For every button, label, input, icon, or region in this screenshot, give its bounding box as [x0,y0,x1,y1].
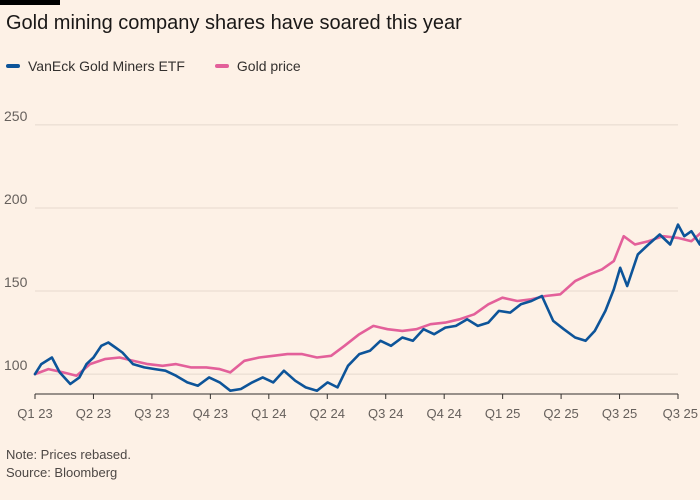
x-tick-label: Q1 23 [17,406,52,421]
source-text: Source: Bloomberg [6,465,118,480]
legend-label-gold: Gold price [236,58,301,74]
legend-item-etf: VanEck Gold Miners ETF [6,58,185,74]
series-line-gold [33,231,700,377]
x-tick-label: Q3 25 [663,406,698,421]
legend: VanEck Gold Miners ETF Gold price [6,58,331,74]
x-tick-label: Q4 24 [426,406,461,421]
x-tick-label: Q3 24 [368,406,403,421]
x-tick-label: Q2 24 [310,406,345,421]
legend-swatch-etf [6,64,20,68]
x-tick-label: Q3 23 [134,406,169,421]
y-axis-ticks: 100 150 200 250 [4,108,28,373]
chart-title: Gold mining company shares have soared t… [6,12,462,34]
x-tick-label: Q1 25 [485,406,520,421]
y-tick-label: 200 [4,191,28,207]
y-tick-label: 150 [4,274,28,290]
y-tick-label: 100 [4,357,28,373]
series-lines [33,223,700,392]
line-chart: 100 150 200 250 Q1 23 Q2 23 Q3 23 Q4 23 Q1 24 Q2… [4,108,700,421]
brand-bar [0,0,60,5]
legend-swatch-gold [214,64,229,68]
x-tick-label: Q2 23 [76,406,111,421]
legend-label-etf: VanEck Gold Miners ETF [28,58,185,74]
footnote: Note: Prices rebased. Source: Bloomberg [6,446,131,482]
x-tick-label: Q4 23 [193,406,228,421]
x-tick-label: Q1 24 [251,406,286,421]
x-tick-label: Q2 25 [543,406,578,421]
note-text: Note: Prices rebased. [6,447,132,462]
x-tick-label: Q3 25 [602,406,637,421]
y-tick-label: 250 [4,108,28,124]
legend-item-gold: Gold price [214,58,301,74]
series-line-etf [33,223,700,392]
gridlines [35,124,678,375]
x-axis-ticks: Q1 23 Q2 23 Q3 23 Q4 23 Q1 24 Q2 24 Q3 24 Q4 24… [17,394,698,421]
